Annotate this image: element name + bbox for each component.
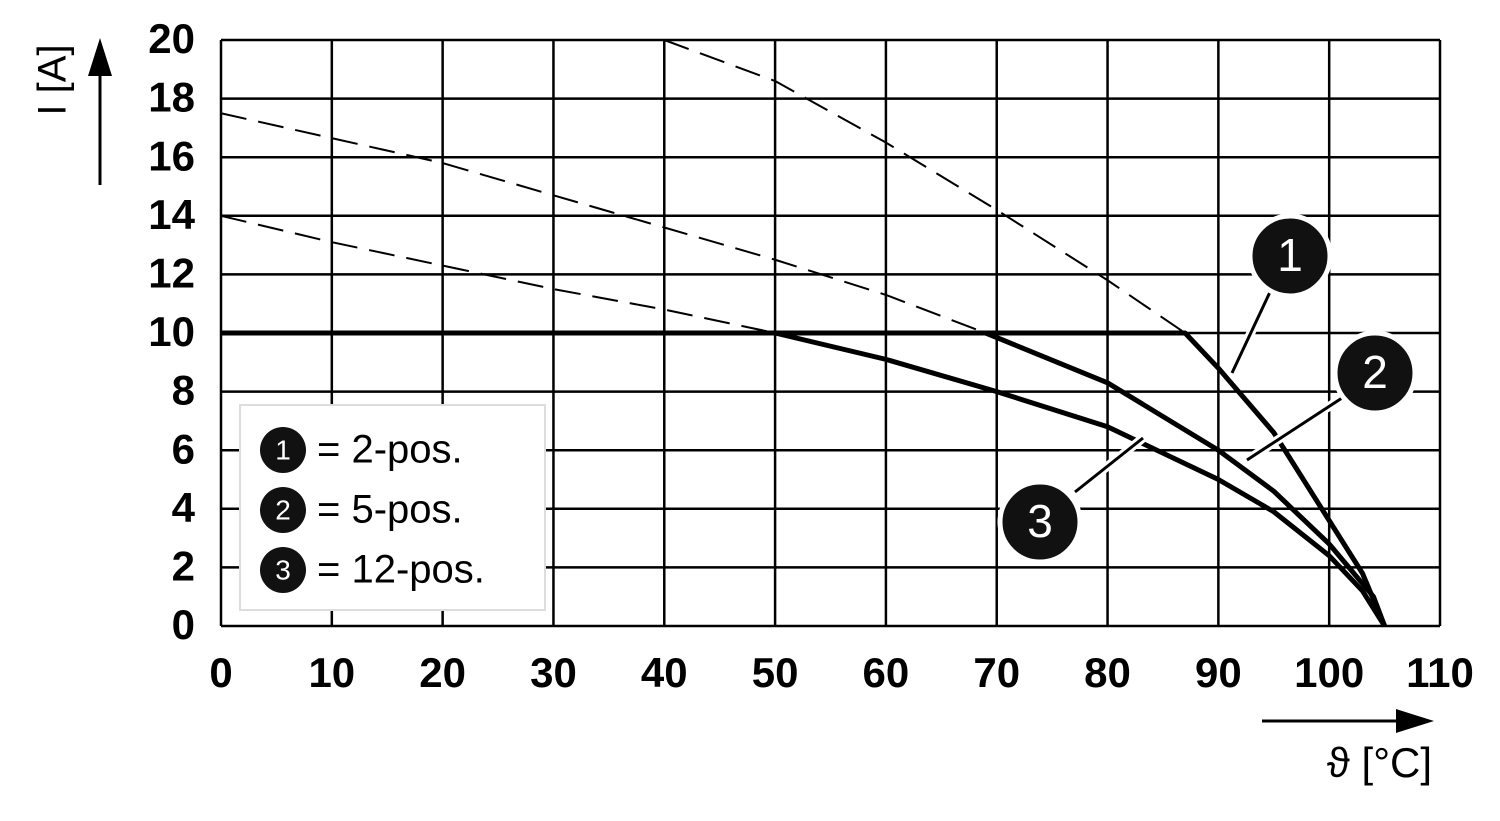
- derating-curve: [774, 330, 1387, 628]
- legend-label: = 12-pos.: [317, 548, 485, 592]
- legend-marker-label: 3: [275, 554, 291, 585]
- callout-label: 1: [1277, 229, 1303, 281]
- dashed-curve: [220, 214, 776, 334]
- callout-label: 2: [1362, 346, 1388, 398]
- x-axis-label: ϑ [°C]: [1327, 739, 1432, 786]
- y-tick-label: 10: [148, 308, 195, 355]
- legend-marker: [260, 427, 306, 473]
- y-axis-label: I [A]: [31, 44, 75, 115]
- legend-marker: [260, 547, 306, 593]
- legend: 1 = 2-pos. 2 = 5-pos. 3 = 12-pos.: [260, 427, 485, 593]
- y-tick-label: 4: [172, 484, 196, 531]
- x-arrow-head: [1396, 709, 1434, 733]
- y-tick-label: 20: [148, 15, 195, 62]
- y-tick-label: 6: [172, 425, 195, 472]
- y-tick-label: 18: [148, 74, 195, 121]
- callout-label: 3: [1027, 495, 1053, 547]
- y-arrow-head: [88, 38, 112, 76]
- y-tick-label: 2: [172, 542, 195, 589]
- callout-circle: [1247, 213, 1333, 299]
- legend-label: = 2-pos.: [317, 428, 463, 472]
- callout-circle: [997, 479, 1083, 565]
- x-tick-label: 110: [1406, 649, 1474, 696]
- x-tick-label: 0: [209, 649, 232, 696]
- y-tick-label: 8: [172, 367, 195, 414]
- callouts: 1 2 3: [997, 213, 1418, 565]
- y-tick-label: 12: [148, 249, 195, 296]
- dashed-curve: [220, 112, 987, 334]
- lines: [220, 39, 1387, 628]
- x-tick-label: 100: [1294, 649, 1364, 696]
- x-tick-label: 30: [530, 649, 577, 696]
- derating-curve: [984, 330, 1387, 627]
- y-tick-label: 16: [148, 132, 195, 179]
- y-tick-label: 14: [148, 191, 195, 238]
- x-tick-label: 90: [1195, 649, 1242, 696]
- callout-leader: [1230, 291, 1272, 374]
- callout-leader: [1074, 436, 1144, 494]
- x-tick-label: 10: [308, 649, 355, 696]
- dashed-curve: [663, 39, 1186, 334]
- legend-marker: [260, 487, 306, 533]
- x-tick-label: 70: [973, 649, 1020, 696]
- x-tick-label: 50: [752, 649, 799, 696]
- callout-leader: [1246, 396, 1343, 462]
- y-tick-label: 0: [172, 601, 195, 648]
- x-tick-label: 20: [419, 649, 466, 696]
- x-tick-label: 60: [863, 649, 910, 696]
- legend-label: = 5-pos.: [317, 488, 463, 532]
- x-tick-label: 80: [1084, 649, 1131, 696]
- derating-curve: [221, 330, 1387, 627]
- callout-circle: [1332, 330, 1418, 416]
- x-tick-label: 40: [641, 649, 688, 696]
- legend-marker-label: 2: [275, 494, 291, 525]
- legend-marker-label: 1: [275, 434, 291, 465]
